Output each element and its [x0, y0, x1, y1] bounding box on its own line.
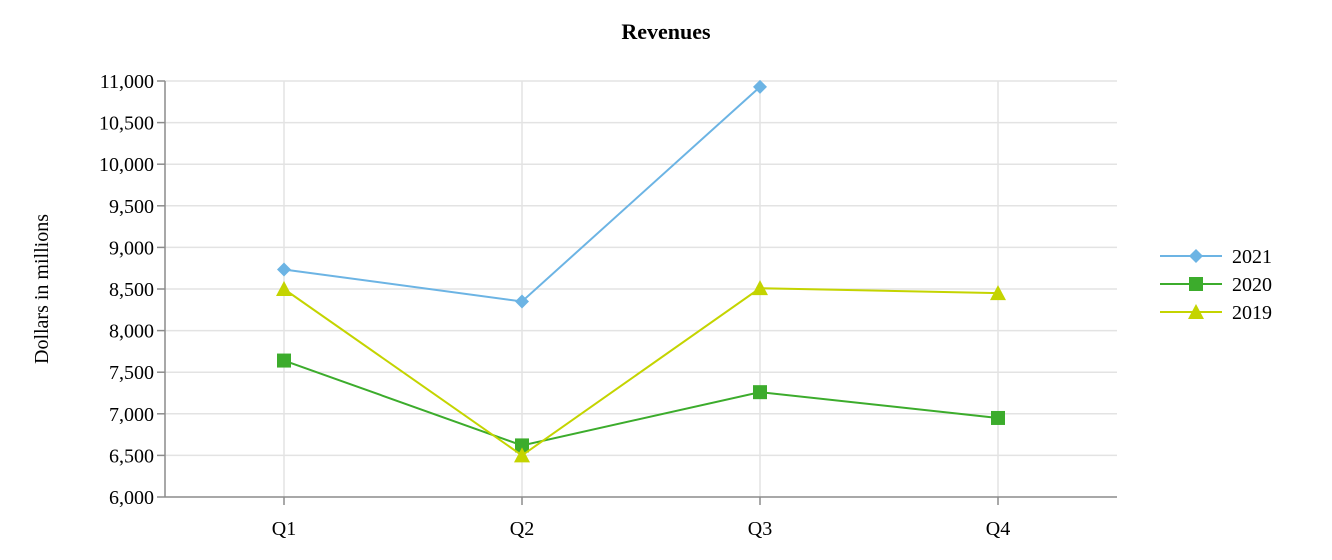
legend-label: 2019: [1232, 302, 1272, 324]
x-tick-label: Q4: [986, 518, 1010, 540]
series-2021: [277, 79, 767, 309]
axes: 6,000 6,500 7,000 7,500 8,000 8,500 9,000 9,500…: [99, 71, 1117, 540]
legend-marker: [1188, 304, 1204, 319]
data-point: [277, 353, 291, 368]
legend-marker: [1189, 277, 1203, 291]
series-2020: [277, 353, 1005, 453]
data-point: [990, 285, 1006, 301]
y-tick-label: 7,500: [109, 362, 154, 384]
y-tick-label: 10,000: [99, 154, 154, 176]
data-point: [991, 410, 1005, 425]
x-tick-label: Q1: [272, 518, 296, 540]
data-point: [514, 447, 530, 463]
y-tick-label: 7,000: [109, 404, 154, 426]
y-tick-label: 10,500: [99, 113, 154, 135]
legend-item-2019: 2019: [1160, 302, 1272, 324]
data-point: [515, 294, 529, 309]
y-tick-label: 6,000: [109, 487, 154, 509]
legend-label: 2021: [1232, 246, 1272, 268]
y-tick-label: 8,500: [109, 279, 154, 301]
y-tick-label: 11,000: [100, 71, 154, 93]
y-tick-label: 9,000: [109, 237, 154, 259]
data-point: [276, 281, 292, 296]
gridlines: [165, 80, 1117, 497]
series-layer: [276, 79, 1006, 463]
legend-item-2020: 2020: [1160, 274, 1272, 296]
legend: 2021 2020 2019: [1160, 246, 1272, 324]
data-point: [752, 280, 768, 296]
y-tick-label: 6,500: [109, 445, 154, 467]
data-point: [515, 438, 529, 453]
series-2019: [276, 280, 1006, 463]
y-axis-title: Dollars in millions: [31, 214, 53, 364]
data-point: [277, 262, 291, 277]
data-point: [753, 385, 767, 400]
legend-marker: [1189, 249, 1203, 263]
y-tick-label: 9,500: [109, 196, 154, 218]
y-tick-label: 8,000: [109, 321, 154, 343]
legend-label: 2020: [1232, 274, 1272, 296]
legend-item-2021: 2021: [1160, 246, 1272, 268]
series-line: [283, 359, 999, 447]
x-tick-label: Q3: [748, 518, 772, 540]
x-tick-label: Q2: [510, 518, 534, 540]
data-point: [753, 79, 767, 94]
series-line: [283, 287, 999, 457]
chart-title: Revenues: [621, 19, 711, 44]
